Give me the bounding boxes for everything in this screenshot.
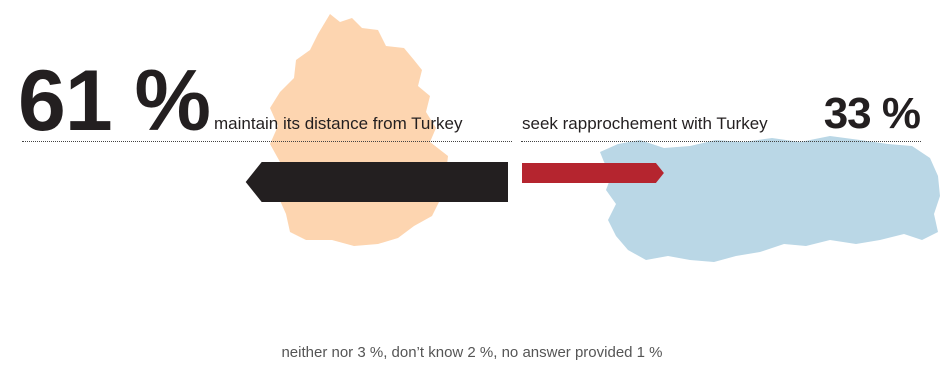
category-label-left: maintain its distance from Turkey <box>214 114 463 133</box>
turkey-map-icon <box>600 136 940 262</box>
footnote: neither nor 3 %, don’t know 2 %, no answ… <box>281 344 663 361</box>
value-label-left: 61 % <box>18 53 211 149</box>
bar-maintain-distance <box>245 162 508 202</box>
value-label-right: 33 % <box>823 89 921 138</box>
divider-right <box>521 141 921 142</box>
divider-left <box>22 141 512 142</box>
category-label-right: seek rapprochement with Turkey <box>522 114 768 133</box>
bar-seek-rapprochement <box>522 163 664 183</box>
